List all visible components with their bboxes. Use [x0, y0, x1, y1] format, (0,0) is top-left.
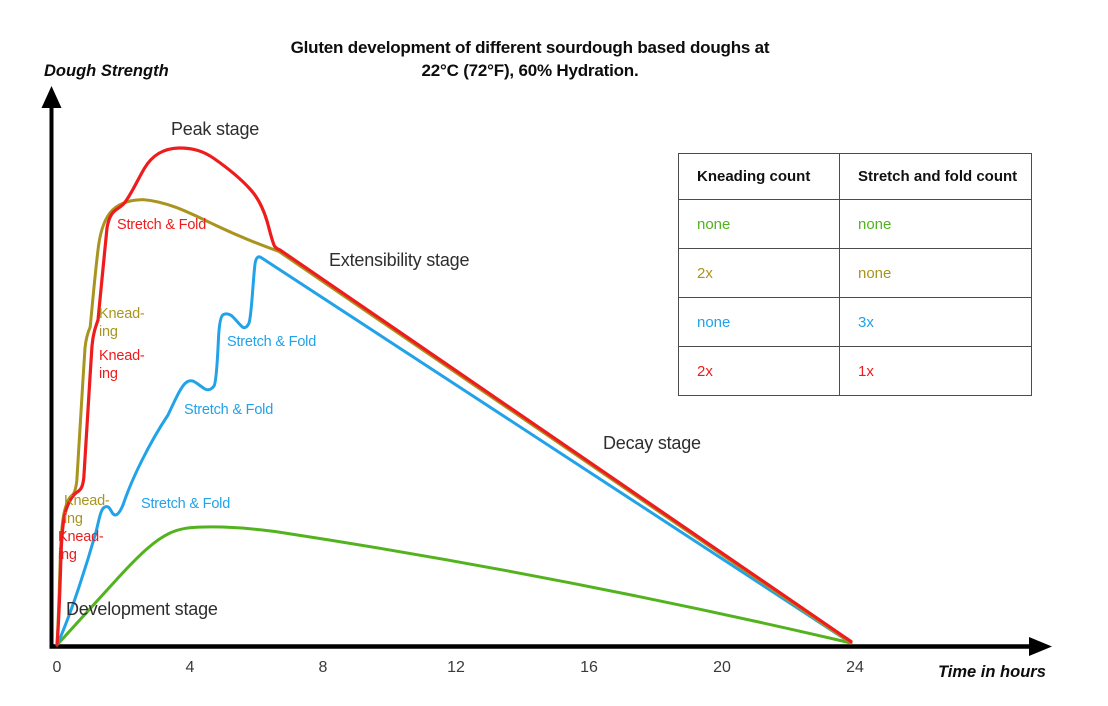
legend-table: Kneading count Stretch and fold count no… — [678, 153, 1032, 396]
annotation-olive-knead-upper: Knead- ing — [99, 306, 145, 340]
curve-red-2x-knead-1x-fold — [55, 146, 853, 647]
x-tick-label: 16 — [580, 659, 598, 676]
legend-row-blue: none 3x — [678, 297, 1032, 347]
curve-green-no-knead-no-fold — [55, 525, 853, 647]
x-tick-label: 20 — [713, 659, 731, 676]
legend-cell: 2x — [678, 346, 840, 396]
stage-label-extensibility: Extensibility stage — [329, 250, 470, 270]
stage-label-peak: Peak stage — [171, 119, 260, 139]
curve-blue-3x-fold — [55, 255, 853, 647]
x-tick-label: 4 — [185, 659, 195, 676]
legend-header-kneading: Kneading count — [678, 153, 840, 200]
legend-row-red: 2x 1x — [678, 346, 1032, 396]
annotation-blue-stretch-fold-2: Stretch & Fold — [184, 402, 274, 418]
annotation-red-knead-upper: Knead- ing — [99, 348, 145, 382]
annotation-blue-stretch-fold-3: Stretch & Fold — [227, 334, 317, 350]
y-axis-label: Dough Strength — [44, 62, 169, 80]
legend-row-green: none none — [678, 199, 1032, 249]
legend-cell: none — [678, 297, 840, 347]
x-tick-label: 0 — [52, 659, 62, 676]
legend-header-fold: Stretch and fold count — [839, 153, 1032, 200]
annotation-red-knead-lower: Knead- ing — [58, 529, 104, 563]
legend-row-olive: 2x none — [678, 248, 1032, 298]
x-tick-label: 12 — [447, 659, 465, 676]
legend-cell: none — [839, 199, 1032, 249]
x-axis-label: Time in hours — [938, 663, 1046, 681]
annotation-blue-stretch-fold-1: Stretch & Fold — [141, 496, 231, 512]
x-axis-arrowhead-icon — [1029, 637, 1052, 656]
legend-cell: 2x — [678, 248, 840, 298]
legend-cell: 3x — [839, 297, 1032, 347]
x-tick-label: 24 — [846, 659, 864, 676]
stage-label-decay: Decay stage — [603, 433, 701, 453]
chart-title: Gluten development of different sourdoug… — [290, 38, 770, 80]
x-tick-label: 8 — [318, 659, 328, 676]
stage-label-development: Development stage — [66, 599, 218, 619]
legend-cell: none — [678, 199, 840, 249]
legend-cell: none — [839, 248, 1032, 298]
y-axis-arrowhead-icon — [41, 86, 62, 108]
annotation-red-stretch-fold: Stretch & Fold — [117, 217, 207, 233]
annotation-olive-knead-lower: Knead- ing — [64, 493, 110, 527]
legend-cell: 1x — [839, 346, 1032, 396]
legend-header-row: Kneading count Stretch and fold count — [678, 153, 1032, 200]
